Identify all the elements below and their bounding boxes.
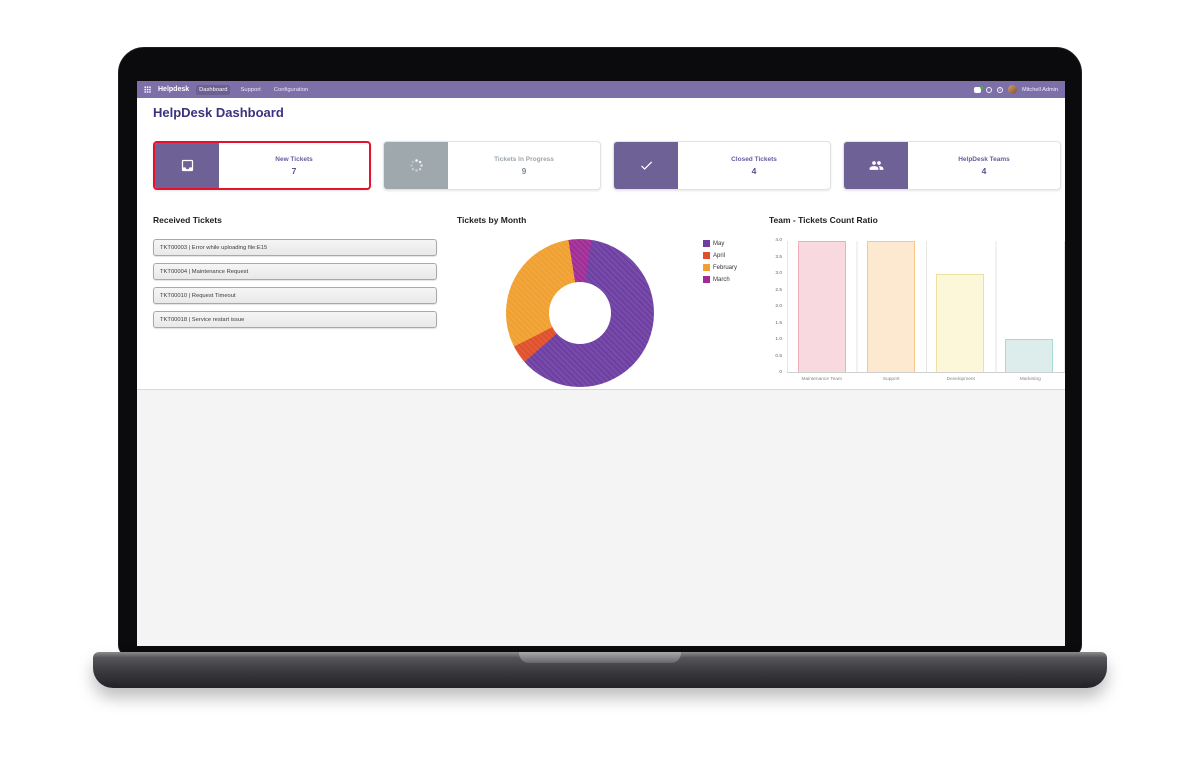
bar-slot [856, 241, 925, 372]
kpi-iconbox [155, 143, 219, 188]
donut-chart [506, 239, 654, 387]
kpi-card-closed-tickets[interactable]: Closed Tickets 4 [613, 141, 831, 190]
page-title: HelpDesk Dashboard [153, 105, 284, 120]
ticket-item[interactable]: TKT00010 | Request Timeout [153, 287, 437, 304]
kpi-value: 9 [521, 165, 527, 176]
legend-item-march: March [703, 276, 737, 283]
check-icon [640, 161, 652, 170]
kpi-card-new-tickets[interactable]: New Tickets 7 [153, 141, 371, 190]
legend-label: March [713, 276, 730, 283]
spinner-icon [409, 159, 423, 172]
team-ratio-chart: 4.0 3.5 3.0 2.5 2.0 1.5 1.0 0.5 0 [767, 231, 1065, 396]
x-axis-labels: Maintenance Team Support Development Mar… [787, 377, 1065, 382]
legend-item-april: April [703, 252, 737, 259]
kpi-iconbox [614, 142, 678, 189]
kpi-value: 7 [291, 165, 297, 176]
inbox-icon [181, 159, 193, 172]
bar-slot [926, 241, 995, 372]
apps-grid-icon[interactable] [144, 86, 151, 93]
user-avatar[interactable] [1007, 85, 1017, 94]
bar-plot-area [787, 241, 1065, 373]
y-axis-labels: 4.0 3.5 3.0 2.5 2.0 1.5 1.0 0.5 0 [775, 238, 782, 375]
x-tick: Development [946, 377, 975, 382]
kpi-card-tickets-in-progress[interactable]: Tickets In Progress 9 [383, 141, 601, 190]
bar-slot [787, 241, 856, 372]
kpi-body: HelpDesk Teams 4 [908, 142, 1060, 189]
legend-swatch [703, 276, 710, 283]
navbar-left: Helpdesk Dashboard Support Configuration [144, 84, 311, 95]
activity-icon[interactable] [985, 86, 992, 93]
messages-icon[interactable] [973, 85, 983, 93]
legend-swatch [703, 240, 710, 247]
kpi-iconbox [844, 142, 908, 189]
kpi-label: New Tickets [275, 155, 313, 163]
kpi-label: HelpDesk Teams [958, 155, 1010, 163]
kpi-value: 4 [751, 165, 757, 176]
bar-maintenance-team [797, 241, 846, 372]
empty-canvas [137, 390, 1065, 646]
team-ratio-title: Team - Tickets Count Ratio [769, 215, 878, 225]
bar-marketing [1005, 339, 1054, 372]
tickets-by-month-chart: May April February March [457, 231, 757, 391]
kpi-body: New Tickets 7 [219, 143, 369, 188]
app-name[interactable]: Helpdesk [158, 86, 190, 93]
legend-label: April [713, 252, 726, 259]
kpi-body: Closed Tickets 4 [678, 142, 830, 189]
users-icon [869, 161, 883, 170]
tickets-by-month-title: Tickets by Month [457, 215, 527, 225]
content-divider [137, 389, 1065, 390]
x-tick: Maintenance Team [801, 377, 842, 382]
kpi-value: 4 [981, 165, 987, 176]
kpi-row: New Tickets 7 Tickets In Progress 9 [153, 141, 1061, 190]
received-tickets-title: Received Tickets [153, 215, 222, 225]
help-icon[interactable]: ? [996, 86, 1003, 93]
nav-item-support[interactable]: Support [240, 86, 261, 93]
bar-slot [995, 241, 1064, 372]
nav-item-dashboard[interactable]: Dashboard [196, 84, 231, 95]
x-tick: Marketing [1019, 377, 1041, 382]
received-tickets-list: TKT00003 | Error while uploading file:E1… [153, 239, 437, 328]
legend-item-february: February [703, 264, 737, 271]
legend-label: February [713, 264, 738, 271]
legend-swatch [703, 264, 710, 271]
ticket-item[interactable]: TKT00003 | Error while uploading file:E1… [153, 239, 437, 256]
nav-item-configuration[interactable]: Configuration [273, 86, 309, 93]
bar-support [866, 241, 915, 372]
navbar-right: ? Mitchell Admin [973, 85, 1058, 94]
legend-item-may: May [703, 240, 737, 247]
legend-swatch [703, 252, 710, 259]
unread-badge [979, 85, 983, 89]
legend-label: May [713, 240, 725, 247]
kpi-card-helpdesk-teams[interactable]: HelpDesk Teams 4 [843, 141, 1061, 190]
kpi-body: Tickets In Progress 9 [448, 142, 600, 189]
bar-development [936, 273, 985, 372]
x-tick: Support [882, 377, 900, 382]
screen: Helpdesk Dashboard Support Configuration… [137, 81, 1065, 646]
chart-legend: May April February March [703, 240, 737, 283]
kpi-label: Tickets In Progress [494, 155, 554, 163]
laptop-bezel: Helpdesk Dashboard Support Configuration… [118, 47, 1082, 657]
laptop-base [93, 652, 1107, 688]
laptop-notch [519, 652, 681, 663]
user-menu[interactable]: Mitchell Admin [1021, 86, 1058, 93]
top-navbar: Helpdesk Dashboard Support Configuration… [137, 81, 1065, 98]
ticket-item[interactable]: TKT00018 | Service restart issue [153, 311, 437, 328]
kpi-label: Closed Tickets [731, 155, 777, 163]
ticket-item[interactable]: TKT00004 | Maintenance Request [153, 263, 437, 280]
kpi-iconbox [384, 142, 448, 189]
